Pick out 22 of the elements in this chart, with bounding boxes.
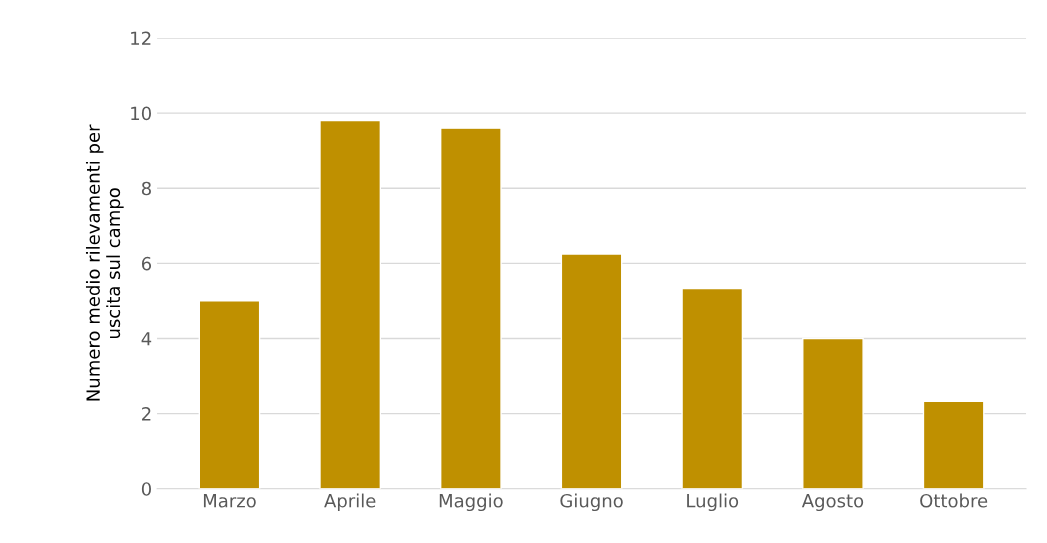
bar: [198, 300, 261, 489]
x-tick-label: Giugno: [560, 493, 623, 512]
y-axis-title: Numero medio rilevamenti per uscita sul campo: [85, 124, 124, 401]
y-tick-label: 4: [141, 332, 152, 346]
bar: [319, 119, 382, 489]
bar: [439, 127, 502, 489]
x-tick-label: Maggio: [439, 493, 503, 512]
x-tick-label: Aprile: [324, 493, 376, 512]
bar: [922, 400, 985, 489]
y-tick-label: 8: [141, 181, 151, 196]
bar: [802, 337, 864, 489]
x-tick-label: Agosto: [801, 494, 864, 512]
y-tick-label: 12: [131, 31, 151, 45]
y-tick-label: 6: [141, 256, 152, 271]
bar: [681, 287, 744, 489]
y-tick-label: 0: [141, 482, 151, 496]
x-tick-label: Luglio: [687, 493, 739, 512]
x-tick-label: Marzo: [203, 494, 256, 508]
y-tick-label: 2: [142, 407, 151, 421]
bar: [560, 253, 623, 489]
y-tick-label: 10: [131, 106, 151, 121]
x-tick-label: Ottobre: [920, 493, 988, 508]
